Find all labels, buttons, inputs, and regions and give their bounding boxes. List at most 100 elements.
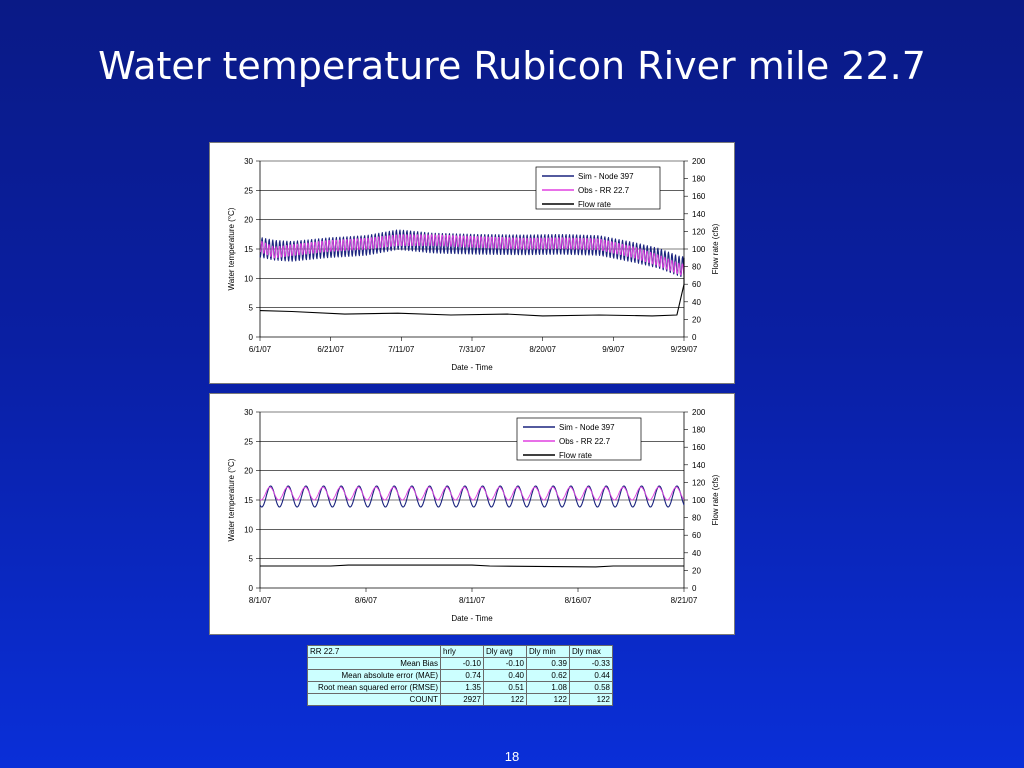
- series-line-obs-rr-22-7: [259, 486, 685, 501]
- table-header-row: RR 22.7 hrly Dly avg Dly min Dly max: [307, 645, 613, 658]
- y2-tick-label: 160: [692, 443, 706, 452]
- table-row: Mean Bias -0.10 -0.10 0.39 -0.33: [307, 657, 613, 670]
- chart-panel-season: 0 5 10 15 20 25 30 0 20 40 60 80 100 120 140 160 180 200 6…: [209, 142, 735, 384]
- y2-tick-label: 40: [692, 298, 701, 307]
- x-tick-label: 8/11/07: [459, 596, 486, 605]
- y2-tick-label: 80: [692, 514, 701, 523]
- legend-label: Obs - RR 22.7: [559, 437, 611, 446]
- table-cell: 122: [483, 693, 527, 706]
- legend: Sim - Node 397 Obs - RR 22.7 Flow rate: [516, 417, 642, 461]
- x-tick-label: 6/1/07: [249, 345, 272, 354]
- y2-tick-label: 160: [692, 192, 706, 201]
- table-cell: Mean absolute error (MAE): [307, 669, 441, 682]
- table-cell: 2927: [440, 693, 484, 706]
- table-cell: COUNT: [307, 693, 441, 706]
- y2-tick-label: 100: [692, 245, 706, 254]
- x-tick-label: 6/21/07: [317, 345, 344, 354]
- y2-tick-label: 120: [692, 227, 706, 236]
- legend-label: Flow rate: [559, 451, 592, 460]
- y2-axis-title: Flow rate (cfs): [711, 474, 720, 525]
- x-tick-label: 9/29/07: [671, 345, 698, 354]
- x-tick-label: 8/6/07: [355, 596, 378, 605]
- legend: Sim - Node 397 Obs - RR 22.7 Flow rate: [535, 166, 661, 210]
- y2-tick-label: 200: [692, 408, 706, 417]
- y2-tick-label: 200: [692, 157, 706, 166]
- table-cell: 0.58: [569, 681, 613, 694]
- y-tick-label: 30: [244, 408, 253, 417]
- table-cell: Mean Bias: [307, 657, 441, 670]
- x-tick-label: 9/9/07: [602, 345, 625, 354]
- y-tick-label: 0: [249, 333, 254, 342]
- y-tick-label: 20: [244, 467, 253, 476]
- series-line-flow-rate: [260, 564, 684, 568]
- y2-tick-label: 140: [692, 210, 706, 219]
- error-statistics-table: RR 22.7 hrly Dly avg Dly min Dly max Mea…: [307, 645, 613, 706]
- y-tick-label: 5: [249, 304, 254, 313]
- y-tick-label: 25: [244, 437, 253, 446]
- legend-label: Obs - RR 22.7: [578, 186, 630, 195]
- table-cell: 122: [569, 693, 613, 706]
- y2-tick-label: 120: [692, 478, 706, 487]
- y-tick-label: 20: [244, 216, 253, 225]
- table-cell: -0.10: [483, 657, 527, 670]
- table-row: COUNT 2927 122 122 122: [307, 693, 613, 706]
- legend-label: Sim - Node 397: [578, 172, 634, 181]
- y2-tick-label: 20: [692, 315, 701, 324]
- legend-label: Sim - Node 397: [559, 423, 615, 432]
- y-tick-label: 15: [244, 245, 253, 254]
- chart-panel-august: 0 5 10 15 20 25 30 0 20 40 60 80 100 120 140 160 180 200 8…: [209, 393, 735, 635]
- slide-number: 18: [504, 749, 520, 764]
- table-header-cell: hrly: [440, 645, 484, 658]
- table-cell: 0.44: [569, 669, 613, 682]
- table-cell: -0.33: [569, 657, 613, 670]
- table-cell: 1.08: [526, 681, 570, 694]
- temperature-chart-season: 0 5 10 15 20 25 30 0 20 40 60 80 100 120 140 160 180 200 6…: [227, 157, 720, 372]
- y-tick-label: 5: [249, 555, 254, 564]
- table-cell: 1.35: [440, 681, 484, 694]
- y2-tick-label: 180: [692, 426, 706, 435]
- x-tick-label: 7/31/07: [459, 345, 486, 354]
- series-line-sim-node-397: [259, 229, 685, 278]
- x-axis-title: Date - Time: [451, 614, 493, 623]
- table-cell: Root mean squared error (RMSE): [307, 681, 441, 694]
- y2-tick-label: 100: [692, 496, 706, 505]
- temperature-chart-august: 0 5 10 15 20 25 30 0 20 40 60 80 100 120 140 160 180 200 8…: [227, 408, 720, 623]
- table-cell: 0.40: [483, 669, 527, 682]
- table-header-cell: Dly avg: [483, 645, 527, 658]
- x-tick-label: 8/21/07: [671, 596, 698, 605]
- legend-frame: [535, 166, 661, 210]
- y-axis-title: Water temperature (°C): [227, 207, 236, 290]
- x-tick-label: 8/1/07: [249, 596, 272, 605]
- y-tick-label: 25: [244, 186, 253, 195]
- table-header-cell: RR 22.7: [307, 645, 441, 658]
- y-tick-label: 30: [244, 157, 253, 166]
- y2-tick-label: 0: [692, 584, 697, 593]
- table-cell: 122: [526, 693, 570, 706]
- y2-axis-title: Flow rate (cfs): [711, 223, 720, 274]
- table-header-cell: Dly max: [569, 645, 613, 658]
- table-row: Root mean squared error (RMSE) 1.35 0.51…: [307, 681, 613, 694]
- table-cell: 0.62: [526, 669, 570, 682]
- slide-title: Water temperature Rubicon River mile 22.…: [98, 44, 926, 88]
- y-tick-label: 15: [244, 496, 253, 505]
- table-cell: 0.39: [526, 657, 570, 670]
- table-cell: 0.51: [483, 681, 527, 694]
- y-tick-label: 10: [244, 525, 253, 534]
- y2-tick-label: 140: [692, 461, 706, 470]
- y2-tick-label: 180: [692, 175, 706, 184]
- y-tick-label: 0: [249, 584, 254, 593]
- y2-tick-label: 40: [692, 549, 701, 558]
- table-cell: -0.10: [440, 657, 484, 670]
- table-row: Mean absolute error (MAE) 0.74 0.40 0.62…: [307, 669, 613, 682]
- legend-frame: [516, 417, 642, 461]
- y-axis-title: Water temperature (°C): [227, 458, 236, 541]
- x-tick-label: 8/20/07: [529, 345, 556, 354]
- x-tick-label: 7/11/07: [388, 345, 415, 354]
- y2-tick-label: 60: [692, 280, 701, 289]
- series-line-obs-rr-22-7: [259, 234, 685, 276]
- y2-tick-label: 20: [692, 566, 701, 575]
- legend-label: Flow rate: [578, 200, 611, 209]
- y2-tick-label: 0: [692, 333, 697, 342]
- series-line-flow-rate: [259, 257, 685, 317]
- y-tick-label: 10: [244, 274, 253, 283]
